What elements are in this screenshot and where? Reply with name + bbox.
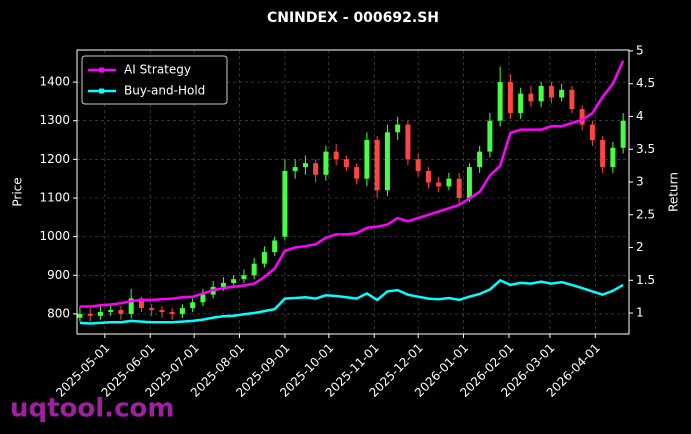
candle-body — [507, 82, 513, 113]
candle-body — [466, 167, 472, 198]
candle-body — [548, 85, 554, 98]
candle-body — [149, 308, 155, 311]
candle-body — [620, 120, 626, 148]
candle-body — [600, 140, 606, 168]
y-tick-label: 800 — [47, 306, 70, 320]
candle-body — [333, 151, 339, 160]
candle-body — [589, 124, 595, 141]
candle-body — [518, 93, 524, 113]
candle-body — [497, 82, 503, 121]
y2-tick-label: 4.5 — [636, 76, 655, 90]
y-tick-label: 1300 — [39, 113, 70, 127]
candle-body — [579, 109, 585, 125]
candle-body — [159, 310, 165, 312]
candle-body — [395, 124, 401, 133]
candle-body — [169, 311, 175, 314]
y-tick-label: 1000 — [39, 229, 70, 243]
candle-body — [374, 140, 380, 191]
legend-box — [81, 55, 228, 105]
candle-body — [108, 310, 114, 312]
candle-body — [241, 275, 247, 280]
y2-tick-label: 5 — [636, 43, 644, 57]
y-axis-label: Price — [11, 177, 25, 206]
candle-body — [179, 308, 185, 314]
candle-body — [456, 178, 462, 198]
return-line — [79, 278, 624, 325]
candle-body — [559, 89, 565, 98]
candle-body — [313, 163, 319, 175]
legend-label: Buy-and-Hold — [124, 84, 205, 98]
candle-body — [415, 159, 421, 171]
candle-body — [354, 167, 360, 179]
y2-tick-label: 4 — [636, 109, 644, 123]
watermark: uqtool.com — [10, 394, 174, 424]
candle-body — [128, 298, 134, 314]
candle-body — [97, 311, 103, 316]
legend-marker — [99, 88, 104, 94]
y-tick-label: 1400 — [39, 75, 70, 89]
candle-body — [343, 159, 349, 168]
candle-body — [87, 313, 93, 316]
y-tick-label: 1100 — [39, 190, 70, 204]
candle-body — [272, 240, 278, 253]
candle-body — [446, 178, 452, 187]
candle-body — [487, 120, 493, 152]
candle-body — [528, 93, 534, 102]
y2-axis-label: Return — [667, 172, 681, 212]
candle-body — [118, 310, 124, 314]
candle-body — [425, 170, 431, 183]
y2-tick-label: 1 — [636, 306, 644, 320]
y2-tick-label: 2.5 — [636, 207, 655, 221]
candle-body — [138, 298, 144, 309]
candle-body — [538, 85, 544, 102]
y2-tick-label: 2 — [636, 240, 644, 254]
candle-body — [323, 151, 329, 175]
y2-tick-label: 1.5 — [636, 273, 655, 287]
candle-body — [282, 170, 288, 237]
return-line — [79, 60, 625, 308]
candle-body — [292, 167, 298, 171]
candle-body — [477, 151, 483, 168]
candle-body — [251, 263, 257, 276]
y-tick-label: 1200 — [39, 152, 70, 166]
candle-body — [384, 132, 390, 191]
legend-marker — [99, 67, 104, 73]
candle-body — [302, 163, 308, 168]
y-tick-label: 900 — [47, 268, 70, 282]
plot-frame — [76, 49, 630, 335]
candle-body — [436, 182, 442, 187]
chart-title: CNINDEX - 000692.SH — [267, 10, 439, 26]
candle-body — [610, 147, 616, 168]
y2-tick-label: 3 — [636, 175, 644, 189]
candle-body — [569, 89, 575, 110]
candle-body — [200, 294, 206, 303]
candle-body — [364, 140, 370, 179]
candle-body — [405, 124, 411, 160]
candle-body — [190, 302, 196, 309]
legend-label: AI Strategy — [124, 63, 191, 77]
candle-body — [220, 282, 226, 287]
candle-body — [231, 279, 237, 283]
y2-tick-label: 3.5 — [636, 142, 655, 156]
candle-body — [261, 252, 267, 264]
legend: AI Strategy Buy-and-Hold — [81, 55, 228, 105]
candle-body — [77, 313, 83, 318]
